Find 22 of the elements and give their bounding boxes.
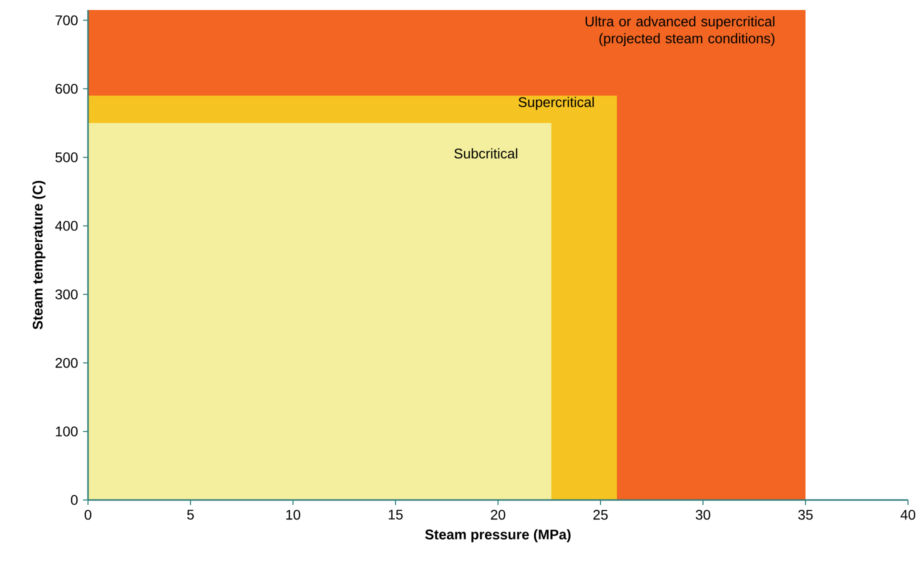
x-tick-label: 25 [593, 510, 608, 520]
x-tick-label: 40 [900, 510, 916, 520]
y-axis-title: Steam temperature (C) [32, 180, 46, 330]
x-tick-label: 0 [84, 510, 92, 520]
y-tick-label: 400 [55, 220, 78, 231]
x-tick-label: 10 [286, 510, 300, 520]
x-tick-label: 35 [798, 510, 813, 520]
x-tick-label: 5 [187, 510, 194, 520]
x-axis-title: Steam pressure (MPa) [425, 529, 571, 542]
series-label: Subcritical [454, 148, 518, 159]
y-tick-label: 0 [70, 495, 78, 505]
y-tick-label: 200 [56, 358, 78, 368]
series-label: Ultra or advanced supercritical (projected steam conditions) [586, 16, 774, 46]
y-tick-label: 600 [56, 84, 78, 94]
x-tick-label: 30 [696, 510, 710, 520]
series-label: Supercritical [518, 96, 594, 110]
y-tick-label: 300 [55, 289, 78, 300]
y-tick-label: 700 [56, 15, 78, 26]
x-tick-label: 20 [490, 510, 506, 520]
y-tick-label: 500 [55, 152, 78, 162]
x-tick-label: 15 [388, 510, 403, 520]
y-tick-label: 100 [56, 426, 78, 436]
